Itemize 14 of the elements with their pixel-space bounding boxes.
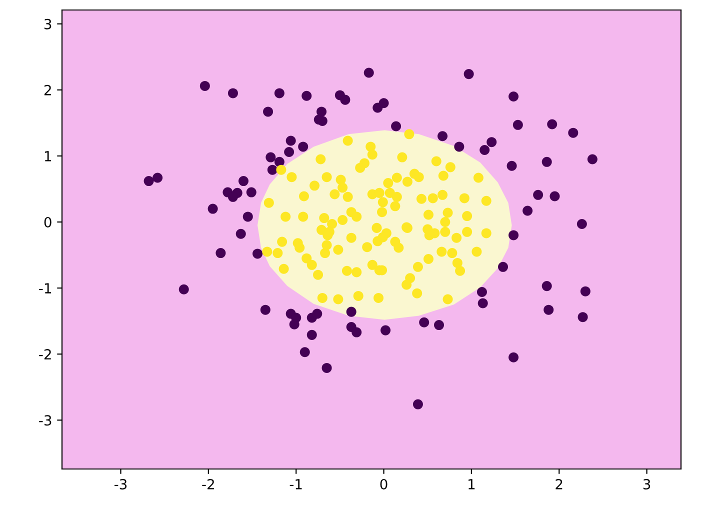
y-tick-label: 2 [44,84,51,96]
x-tick-label: 0 [380,478,388,490]
x-tick-label: 3 [643,478,650,490]
x-tick-label: 1 [468,479,475,490]
y-tick-label: 0 [44,216,52,228]
x-tick-label: -1 [290,479,302,490]
y-tick-label: 3 [44,18,52,30]
x-tick-label: 2 [556,478,562,490]
y-tick-label: 1 [44,151,51,162]
x-tick-label: -2 [202,478,214,490]
y-tick-label: -3 [39,415,52,426]
y-tick-label: -1 [39,283,51,294]
y-tick-label: -2 [39,349,51,360]
x-tick-label: -3 [114,478,127,490]
